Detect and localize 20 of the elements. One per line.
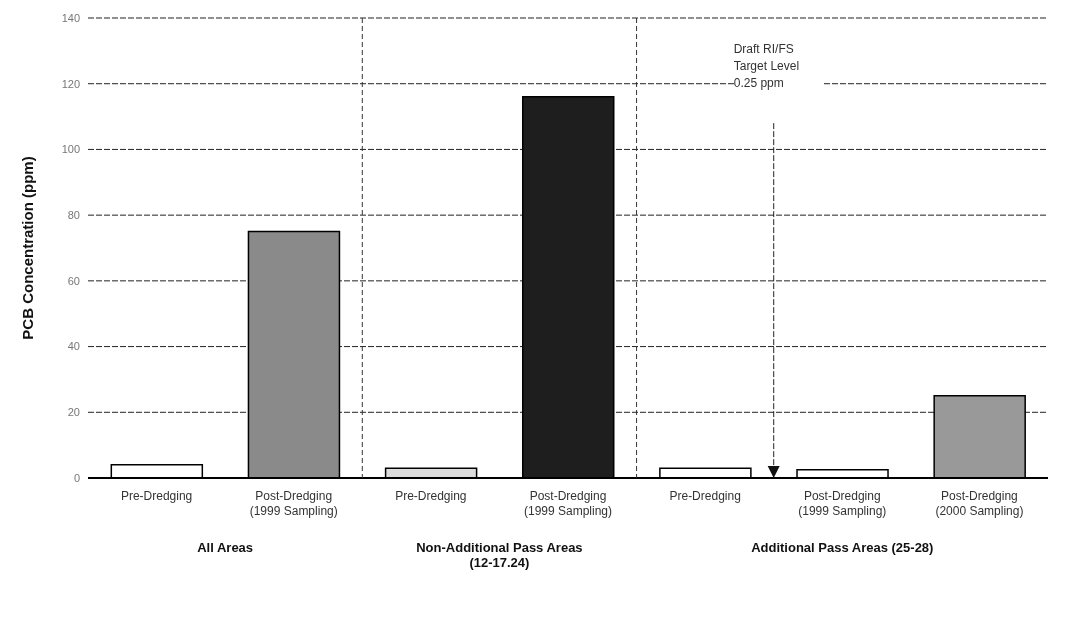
x-tick-label: Pre-Dredging: [395, 489, 467, 503]
y-axis-title: PCB Concentration (ppm): [19, 156, 37, 340]
y-tick-label: 100: [61, 143, 80, 156]
y-tick-label: 80: [67, 209, 80, 222]
x-tick-label: Pre-Dredging: [120, 489, 193, 503]
x-tick-label: Post-Dredging (1999 Sampling): [249, 489, 338, 518]
x-tick-label: Post-Dredging (1999 Sampling): [523, 489, 613, 518]
x-tick-label: Post-Dredging (2000 Sampling): [935, 489, 1024, 518]
text: Additional Pass Areas (25-28): [750, 540, 935, 555]
y-tick-label: 60: [67, 274, 80, 287]
y-tick-label: 140: [61, 11, 80, 24]
y-tick-label: 40: [67, 340, 80, 353]
y-tick-label: 120: [61, 77, 80, 90]
text: All Areas: [196, 540, 255, 555]
y-tick-label: 20: [67, 406, 80, 419]
x-tick-label: Post-Dredging (1999 Sampling): [798, 489, 887, 518]
x-tick-label: Pre-Dredging: [669, 489, 741, 503]
text: Non-Additional Pass Areas (12-17.24): [415, 540, 584, 570]
annotation: Draft RI/FS Target Level 0.25 ppm: [733, 41, 824, 92]
y-tick-label: 0: [73, 471, 80, 484]
